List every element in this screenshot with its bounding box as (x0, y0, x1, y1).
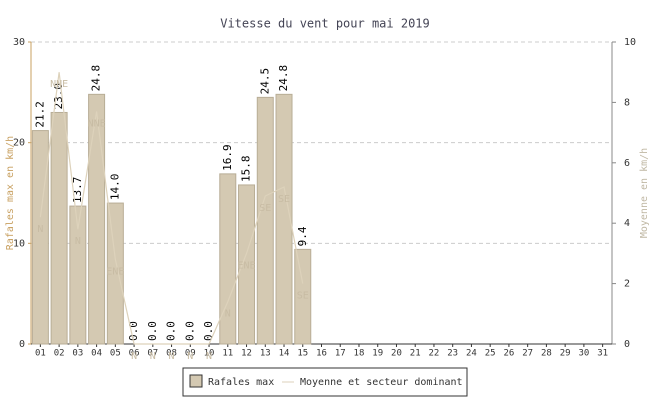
sector-label: N (37, 224, 43, 235)
x-tick-label: 12 (241, 349, 252, 359)
x-tick-label: 06 (129, 349, 140, 359)
value-label: 0.0 (202, 321, 215, 341)
sector-label: NNE (50, 79, 68, 90)
y2-tick-label: 2 (624, 279, 630, 290)
sector-label: NNE (88, 118, 106, 129)
bar (275, 93, 293, 345)
sector-label: SE (259, 203, 271, 214)
y2-tick-label: 0 (624, 339, 630, 350)
legend-label: Rafales max (208, 377, 274, 388)
chart-title: Vitesse du vent pour mai 2019 (220, 17, 430, 31)
x-tick-label: 24 (466, 349, 477, 359)
x-tick-label: 10 (204, 349, 215, 359)
y-axis-label: Rafales max en km/h (5, 136, 16, 250)
bar (50, 111, 68, 345)
sector-label: N (169, 351, 175, 362)
x-tick-label: 20 (391, 349, 402, 359)
value-label: 24.5 (258, 68, 271, 95)
value-label: 15.8 (240, 155, 253, 182)
x-tick-label: 05 (110, 349, 121, 359)
sector-label: N (150, 351, 156, 362)
legend-box (182, 367, 468, 397)
sector-label: N (131, 351, 137, 362)
y-tick-label: 10 (13, 238, 25, 249)
bar (256, 96, 274, 345)
bar (294, 248, 312, 345)
value-label: 14.0 (108, 174, 121, 201)
x-tick-label: 25 (485, 349, 496, 359)
x-tick-label: 19 (372, 349, 383, 359)
value-label: 0.0 (183, 321, 196, 341)
x-tick-label: 18 (354, 349, 365, 359)
y-tick-label: 0 (19, 339, 25, 350)
x-tick-label: 23 (447, 349, 458, 359)
y2-tick-label: 8 (624, 97, 630, 108)
value-label: 24.8 (277, 65, 290, 92)
sector-label: SE (297, 291, 309, 302)
sector-label: N (225, 309, 231, 320)
x-tick-label: 17 (335, 349, 346, 359)
x-tick-label: 28 (541, 349, 552, 359)
x-tick-label: 04 (91, 349, 102, 359)
x-tick-label: 26 (503, 349, 514, 359)
bar (69, 205, 87, 345)
bar (88, 93, 106, 345)
legend-label: Moyenne et secteur dominant (300, 377, 463, 388)
x-tick-label: 22 (429, 349, 440, 359)
value-label: 0.0 (165, 321, 178, 341)
value-label: 24.8 (90, 65, 103, 92)
value-label: 0.0 (127, 321, 140, 341)
mean-line (39, 72, 304, 345)
x-tick-label: 21 (410, 349, 421, 359)
sector-label: N (187, 351, 193, 362)
bar (31, 130, 49, 345)
sector-label: SE (278, 194, 290, 205)
y2-tick-label: 4 (624, 218, 630, 229)
sector-label: N (206, 351, 212, 362)
y2-tick-label: 10 (624, 37, 636, 48)
y2-tick-label: 6 (624, 158, 630, 169)
x-tick-label: 09 (185, 349, 196, 359)
value-label: 0.0 (146, 321, 159, 341)
x-tick-label: 08 (166, 349, 177, 359)
x-tick-label: 16 (316, 349, 327, 359)
x-tick-label: 14 (279, 349, 290, 359)
sector-label: N (75, 236, 81, 247)
value-label: 21.2 (33, 101, 46, 128)
x-tick-label: 31 (597, 349, 608, 359)
bar (219, 173, 237, 345)
y-tick-label: 30 (13, 37, 25, 48)
sector-label: ENE (106, 266, 124, 277)
x-tick-label: 11 (222, 349, 233, 359)
y-tick-label: 20 (13, 138, 25, 149)
x-tick-label: 27 (522, 349, 533, 359)
sector-label: ENE (238, 260, 256, 271)
x-tick-label: 07 (147, 349, 158, 359)
x-tick-label: 15 (297, 349, 308, 359)
value-label: 9.4 (296, 226, 309, 246)
x-tick-label: 02 (54, 349, 65, 359)
bar (238, 184, 256, 345)
x-tick-label: 13 (260, 349, 271, 359)
y2-axis-label: Moyenne en km/h (639, 148, 650, 238)
x-tick-label: 30 (578, 349, 589, 359)
bar (106, 202, 124, 345)
x-tick-label: 01 (35, 349, 46, 359)
x-tick-label: 03 (72, 349, 83, 359)
value-label: 16.9 (221, 144, 234, 171)
legend-swatch (189, 374, 203, 388)
x-tick-label: 29 (560, 349, 571, 359)
